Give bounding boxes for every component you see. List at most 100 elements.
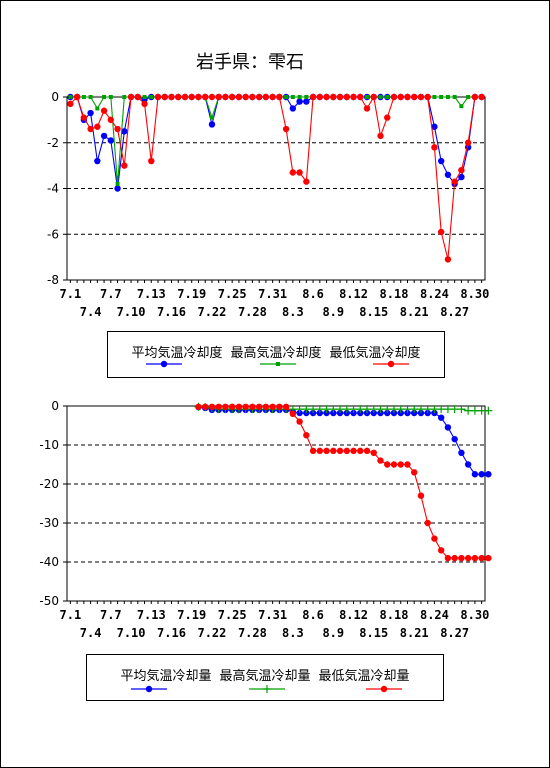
data-point bbox=[376, 405, 385, 414]
data-point bbox=[188, 93, 195, 101]
x-tick-label: 8.3 bbox=[282, 626, 304, 640]
data-point bbox=[121, 128, 128, 135]
data-point bbox=[102, 95, 107, 99]
data-point bbox=[208, 121, 216, 128]
x-tick-label: 8.18 bbox=[380, 287, 409, 301]
data-point bbox=[309, 447, 317, 455]
legend-label-max: 最高気温冷却度 bbox=[230, 346, 322, 361]
x-tick-label: 8.6 bbox=[302, 608, 324, 622]
data-point bbox=[127, 93, 135, 101]
data-point bbox=[370, 93, 377, 101]
data-point bbox=[195, 93, 202, 101]
cooling-amount-chart: 0 -10 -20 -30 -40 -507.1 7.7 7.13 7.19 7.25 7.31 8.… bbox=[39, 399, 493, 640]
data-point bbox=[424, 519, 431, 527]
data-point bbox=[315, 405, 324, 414]
data-point bbox=[404, 461, 411, 468]
x-tick-label: 8.9 bbox=[322, 626, 344, 640]
x-tick-label: 7.13 bbox=[137, 287, 166, 301]
data-point bbox=[209, 115, 214, 120]
data-point bbox=[357, 93, 364, 101]
legend-swatches bbox=[131, 685, 402, 693]
data-point bbox=[302, 405, 311, 414]
data-point bbox=[87, 109, 94, 117]
data-point bbox=[282, 125, 290, 133]
data-point bbox=[424, 93, 431, 101]
data-point bbox=[284, 95, 289, 99]
data-point bbox=[477, 406, 486, 415]
legend-label-avg: 平均気温冷却度 bbox=[131, 346, 223, 361]
plot-area bbox=[66, 96, 486, 281]
y-tick-label: -2 bbox=[47, 136, 59, 150]
series-line-3 bbox=[69, 95, 482, 260]
data-point bbox=[249, 403, 256, 410]
data-point bbox=[458, 167, 465, 174]
data-point bbox=[282, 403, 290, 410]
data-point bbox=[478, 93, 485, 101]
data-point bbox=[343, 447, 350, 455]
legend-label-max-amount: 最高気温冷却量 bbox=[219, 669, 311, 684]
data-point bbox=[450, 405, 459, 414]
data-point bbox=[350, 447, 357, 455]
data-point bbox=[470, 406, 479, 415]
x-tick-label: 8.30 bbox=[460, 287, 489, 301]
data-point bbox=[437, 405, 446, 414]
page-title: 岩手県：雫石 bbox=[196, 52, 304, 73]
data-point bbox=[161, 93, 168, 101]
data-point bbox=[309, 405, 318, 414]
data-point bbox=[297, 95, 302, 99]
data-point bbox=[439, 95, 444, 99]
y-tick-label: -40 bbox=[39, 555, 59, 569]
data-point bbox=[485, 554, 492, 562]
data-point bbox=[459, 104, 464, 109]
data-point bbox=[485, 471, 492, 478]
data-point bbox=[316, 93, 324, 101]
x-tick-label: 8.21 bbox=[400, 626, 429, 640]
data-point bbox=[255, 93, 263, 101]
data-point bbox=[390, 461, 398, 468]
x-tick-label: 8.18 bbox=[380, 608, 409, 622]
x-tick-label: 7.22 bbox=[197, 626, 226, 640]
data-point bbox=[431, 535, 438, 542]
data-point bbox=[222, 93, 229, 101]
x-tick-label: 7.31 bbox=[258, 608, 287, 622]
data-point bbox=[296, 169, 303, 176]
data-point bbox=[451, 178, 458, 185]
data-point bbox=[458, 554, 465, 562]
x-tick-label: 8.24 bbox=[420, 287, 449, 301]
x-tick-label: 7.13 bbox=[137, 608, 166, 622]
data-point bbox=[430, 405, 439, 414]
x-tick-label: 7.19 bbox=[177, 287, 206, 301]
legend-marker-2 bbox=[263, 685, 271, 693]
x-tick-label: 7.28 bbox=[238, 305, 267, 319]
legend-marker-3 bbox=[380, 685, 388, 693]
x-tick-label: 8.30 bbox=[460, 608, 489, 622]
data-point bbox=[336, 405, 345, 414]
data-point bbox=[262, 403, 270, 410]
data-point bbox=[416, 405, 425, 414]
data-point bbox=[356, 405, 365, 414]
data-point bbox=[336, 447, 344, 455]
data-point bbox=[73, 93, 81, 101]
data-point bbox=[107, 116, 115, 124]
data-point bbox=[276, 93, 283, 101]
x-tick-label: 7.10 bbox=[117, 305, 146, 319]
data-point bbox=[175, 93, 182, 101]
data-point bbox=[457, 405, 466, 414]
data-point bbox=[471, 554, 479, 562]
x-tick-label: 8.21 bbox=[400, 305, 429, 319]
data-point bbox=[290, 95, 295, 99]
x-tick-label: 8.15 bbox=[359, 305, 388, 319]
data-point bbox=[385, 95, 390, 99]
y-tick-label: -10 bbox=[39, 438, 59, 452]
legend-marker-2 bbox=[276, 362, 280, 366]
data-point bbox=[330, 93, 337, 101]
x-tick-label: 7.4 bbox=[80, 626, 102, 640]
data-point bbox=[342, 405, 351, 414]
legend-swatches bbox=[146, 360, 409, 368]
data-point bbox=[411, 469, 418, 476]
data-point bbox=[67, 100, 74, 108]
data-point bbox=[100, 132, 108, 140]
data-point bbox=[94, 157, 101, 165]
y-tick-label: -8 bbox=[47, 273, 59, 287]
data-point bbox=[276, 403, 283, 410]
